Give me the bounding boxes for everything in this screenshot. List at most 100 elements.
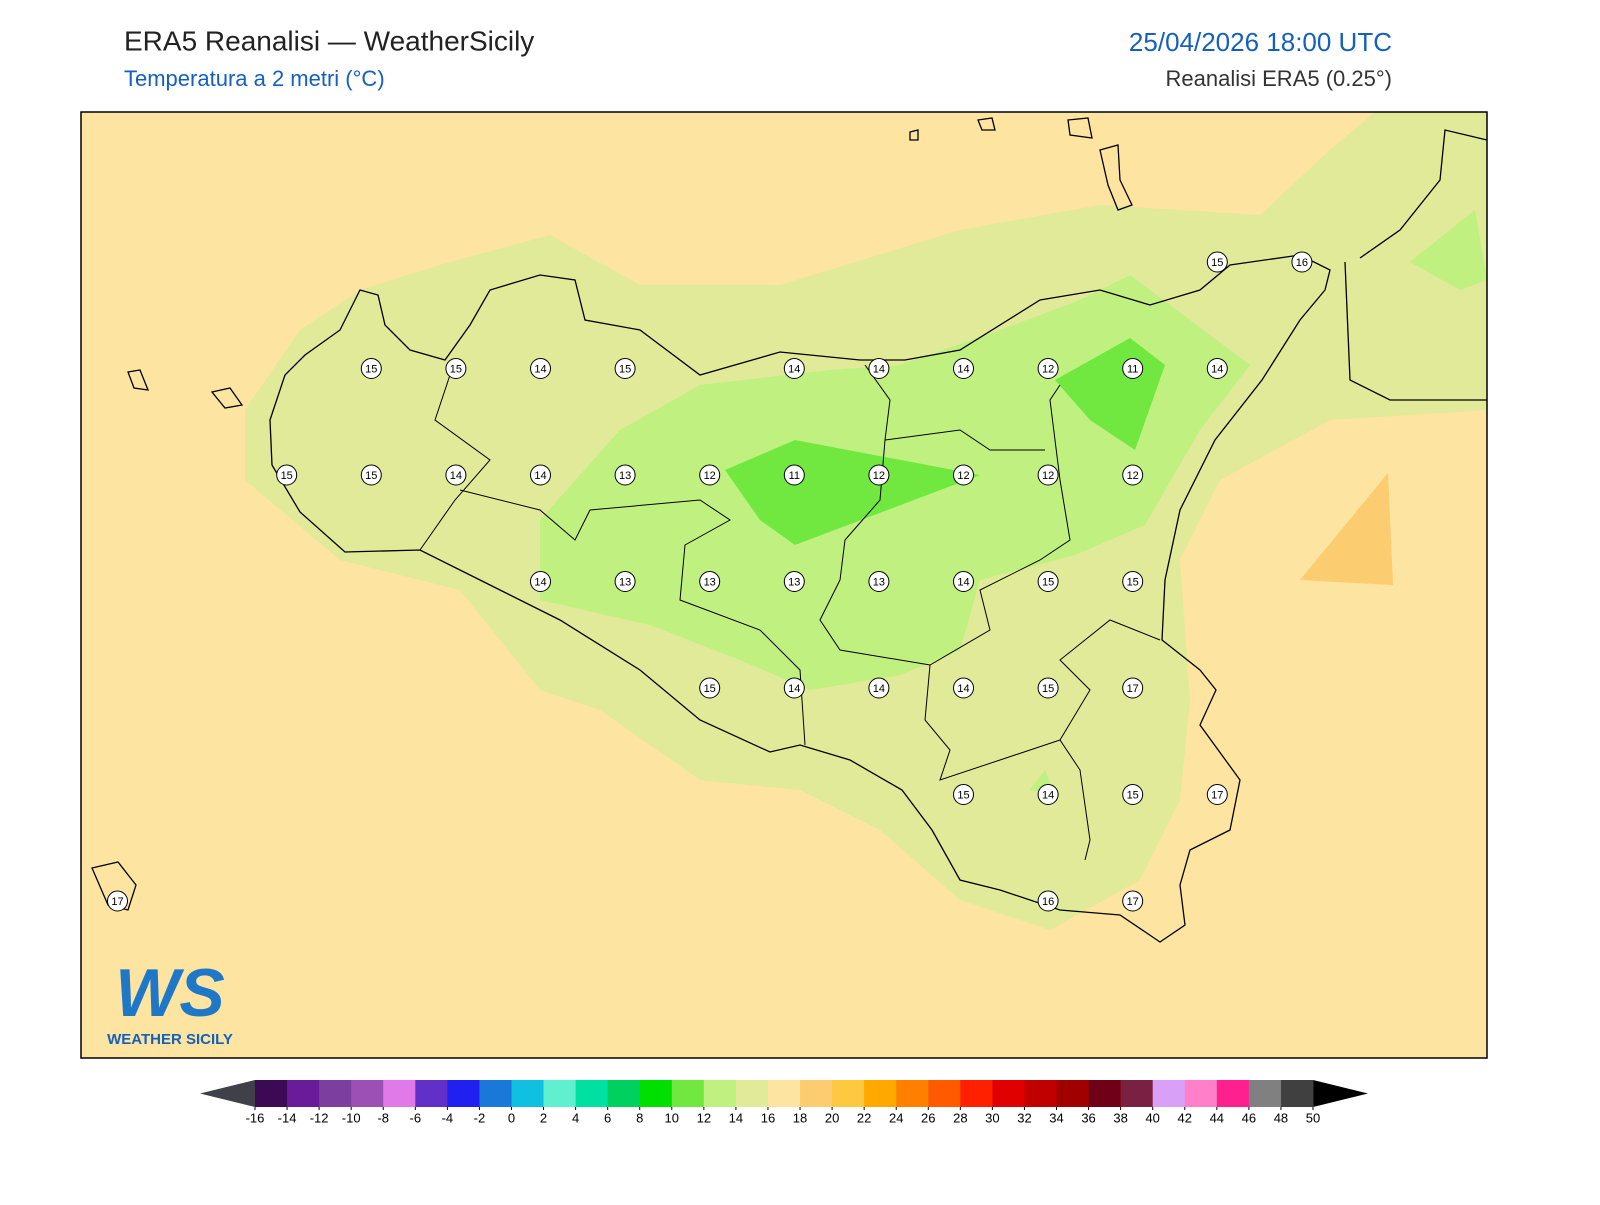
station-value: 17 [1127, 896, 1139, 908]
station-marker [1206, 358, 1228, 379]
station-value: 13 [788, 576, 800, 588]
temp-area-18-20 [1300, 473, 1393, 585]
colorbar-tick-label: 2 [540, 1110, 547, 1125]
logo-name: WEATHER SICILY [107, 1031, 233, 1048]
station-value: 14 [534, 363, 546, 375]
station-marker [1122, 784, 1144, 805]
colorbar-swatch [543, 1080, 577, 1107]
colorbar-tick-label: 14 [729, 1110, 743, 1125]
island [977, 117, 996, 131]
station-marker [1122, 358, 1144, 379]
station-value: 15 [1127, 576, 1139, 588]
colorbar-swatch [447, 1080, 480, 1107]
colorbar-swatch [607, 1080, 641, 1107]
station-value: 14 [957, 363, 969, 375]
station-marker [1206, 251, 1228, 273]
station-value: 15 [450, 363, 462, 375]
station-marker [1037, 784, 1059, 805]
colorbar-tick-label: 22 [857, 1110, 871, 1125]
station-value: 14 [450, 470, 462, 482]
station-value: 15 [704, 683, 716, 695]
colorbar-over [1313, 1080, 1368, 1107]
station-value: 14 [873, 363, 885, 375]
colorbar-swatch [383, 1080, 416, 1107]
colorbar-tick-label: 0 [508, 1110, 515, 1125]
island [1067, 117, 1093, 139]
temp-area-12-14 [1410, 210, 1487, 290]
station-marker [1206, 784, 1228, 805]
station-value: 12 [1042, 470, 1054, 482]
colorbar-swatch [1024, 1080, 1058, 1107]
station-value: 12 [957, 470, 969, 482]
coastline [269, 254, 1331, 943]
station-value: 14 [788, 363, 800, 375]
colorbar-swatch [479, 1080, 512, 1107]
province-border [924, 664, 1091, 861]
colorbar: -16 -14 -12 -10 -8 -6 -4 -2 0 2 4 6 8 10 12 14 16 18 20 22 2… [200, 1080, 1368, 1125]
colorbar-tick-label: -12 [310, 1110, 329, 1125]
station-value: 11 [789, 470, 800, 482]
station-marker [868, 677, 890, 699]
station-value: 15 [281, 470, 293, 482]
island [127, 369, 150, 391]
station-value: 14 [534, 470, 546, 482]
station-value: 15 [1042, 683, 1054, 695]
colorbar-tick-label: -6 [410, 1110, 422, 1125]
colorbar-swatch [767, 1080, 801, 1107]
colorbar-swatch [800, 1080, 833, 1107]
station-marker [614, 464, 636, 486]
colorbar-tick-label: -10 [342, 1110, 361, 1125]
colorbar-swatch [992, 1080, 1025, 1107]
station-value: 14 [534, 576, 546, 588]
colorbar-tick-label: 18 [793, 1110, 807, 1125]
station-marker [1122, 571, 1144, 592]
station-value: 15 [1127, 789, 1139, 801]
station-marker [276, 464, 298, 486]
station-marker [699, 677, 721, 699]
station-value: 14 [1211, 363, 1223, 375]
colorbar-tick-label: 20 [825, 1110, 839, 1125]
station-value: 16 [1296, 257, 1308, 269]
station-marker [445, 464, 467, 486]
station-marker [783, 677, 805, 699]
colorbar-under [200, 1080, 255, 1107]
station-marker [953, 677, 974, 699]
station-value: 14 [788, 683, 800, 695]
colorbar-swatch [511, 1080, 545, 1107]
station-value: 12 [704, 470, 716, 482]
island [1099, 144, 1133, 211]
colorbar-tick-label: 32 [1017, 1110, 1031, 1125]
coastline-mainland [1344, 261, 1487, 401]
station-value: 11 [1127, 363, 1138, 375]
colorbar-tick-label: 42 [1178, 1110, 1192, 1125]
colorbar-tick-label: 16 [761, 1110, 775, 1125]
colorbar-tick-label: 8 [636, 1110, 643, 1125]
colorbar-swatch [864, 1080, 897, 1107]
station-marker [953, 571, 974, 592]
colorbar-swatch [255, 1080, 288, 1107]
station-value: 17 [1127, 683, 1139, 695]
source: Reanalisi ERA5 (0.25°) [1166, 66, 1392, 91]
station-marker [1291, 251, 1313, 273]
colorbar-tick-label: -8 [377, 1110, 389, 1125]
colorbar-tick-label: -2 [474, 1110, 486, 1125]
station-marker [1037, 677, 1059, 699]
island [909, 129, 919, 141]
station-marker [1122, 464, 1144, 486]
station-marker [953, 358, 974, 379]
colorbar-swatch [703, 1080, 737, 1107]
colorbar-tick-label: 30 [985, 1110, 999, 1125]
station-marker [530, 464, 551, 486]
station-marker [1037, 890, 1059, 912]
station-marker [530, 358, 551, 379]
colorbar-swatch [1152, 1080, 1186, 1107]
station-value: 13 [704, 576, 716, 588]
colorbar-tick-label: 46 [1242, 1110, 1256, 1125]
colorbar-tick-label: 44 [1210, 1110, 1224, 1125]
station-value: 15 [365, 363, 377, 375]
station-value: 14 [957, 683, 969, 695]
colorbar-swatch [575, 1080, 609, 1107]
colorbar-tick-label: -14 [278, 1110, 297, 1125]
station-marker [1037, 358, 1059, 379]
